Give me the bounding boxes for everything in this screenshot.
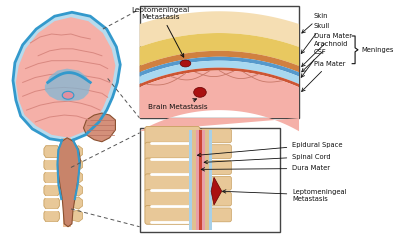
Text: Meninges: Meninges <box>361 47 393 53</box>
FancyBboxPatch shape <box>200 192 231 206</box>
Text: Leptomeningeal
Metastasis: Leptomeningeal Metastasis <box>132 7 190 57</box>
Text: Skull: Skull <box>301 23 330 54</box>
Polygon shape <box>84 113 116 142</box>
Bar <box>192 130 196 230</box>
FancyBboxPatch shape <box>200 161 231 174</box>
FancyBboxPatch shape <box>200 176 231 190</box>
Polygon shape <box>211 177 222 205</box>
Polygon shape <box>140 33 299 66</box>
Polygon shape <box>58 138 81 227</box>
Text: Skin: Skin <box>302 13 328 33</box>
Polygon shape <box>71 184 82 196</box>
FancyBboxPatch shape <box>200 129 231 143</box>
Ellipse shape <box>194 87 206 97</box>
Polygon shape <box>44 197 59 209</box>
Polygon shape <box>71 210 82 222</box>
Text: Dura Mater: Dura Mater <box>201 165 330 171</box>
Polygon shape <box>16 17 116 138</box>
Polygon shape <box>71 146 82 158</box>
Ellipse shape <box>62 91 74 99</box>
FancyBboxPatch shape <box>145 126 200 145</box>
Polygon shape <box>140 61 299 84</box>
FancyBboxPatch shape <box>145 158 200 177</box>
Polygon shape <box>140 71 299 131</box>
FancyBboxPatch shape <box>145 142 200 161</box>
Polygon shape <box>140 11 299 47</box>
Polygon shape <box>44 146 59 158</box>
Bar <box>140 6 299 118</box>
Text: Spinal Cord: Spinal Cord <box>204 154 331 164</box>
Text: Brain Metastasis: Brain Metastasis <box>148 99 208 110</box>
Polygon shape <box>71 159 82 170</box>
Text: Dura Mater: Dura Mater <box>302 33 352 66</box>
Polygon shape <box>44 184 59 196</box>
Polygon shape <box>140 57 299 77</box>
Ellipse shape <box>180 60 191 67</box>
FancyBboxPatch shape <box>200 145 231 159</box>
Polygon shape <box>140 51 299 72</box>
Polygon shape <box>44 210 59 222</box>
Bar <box>140 128 280 232</box>
Text: Leptomeningeal
Metastasis: Leptomeningeal Metastasis <box>222 189 347 202</box>
FancyBboxPatch shape <box>145 174 200 193</box>
Bar <box>202 130 205 230</box>
Bar <box>205 130 209 230</box>
Polygon shape <box>71 171 82 183</box>
FancyBboxPatch shape <box>145 190 200 209</box>
Polygon shape <box>13 12 120 142</box>
Polygon shape <box>44 159 59 170</box>
Text: CSF: CSF <box>301 49 326 77</box>
FancyBboxPatch shape <box>200 208 231 222</box>
Polygon shape <box>71 197 82 209</box>
Bar <box>189 130 192 230</box>
Text: Pia Mater: Pia Mater <box>302 61 345 91</box>
FancyBboxPatch shape <box>145 205 200 224</box>
Bar <box>196 130 198 230</box>
Text: Epidural Space: Epidural Space <box>197 142 343 157</box>
Polygon shape <box>140 68 299 87</box>
Polygon shape <box>44 171 59 183</box>
Polygon shape <box>45 69 90 101</box>
Bar <box>198 130 202 230</box>
Text: Arachnoid: Arachnoid <box>302 41 348 72</box>
Bar <box>209 130 212 230</box>
